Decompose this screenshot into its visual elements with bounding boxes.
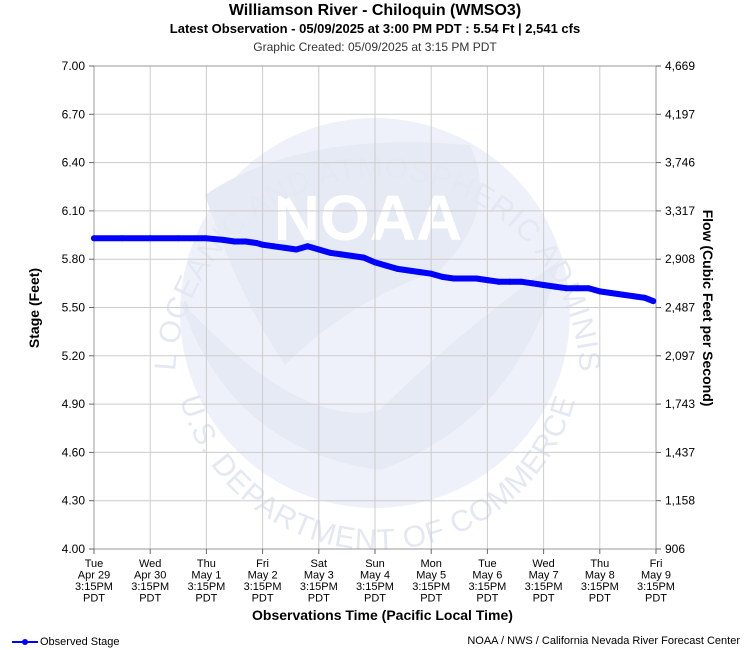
y-tick-label: 6.40 (62, 156, 86, 170)
data-point (619, 291, 626, 298)
x-tick-label: Mon May 5 3:15PM PDT (412, 558, 450, 605)
grid (93, 65, 657, 550)
y-axis-ticks: 7.00 6.70 6.40 6.10 5.80 5.50 5.20 4.90 4.60 4.30… (62, 59, 94, 556)
y-tick-label: 6.70 (62, 107, 86, 121)
data-point (630, 293, 637, 300)
y-tick-label: 4.30 (62, 494, 86, 508)
y2-tick-label: 906 (665, 542, 685, 556)
data-point (327, 249, 333, 256)
data-point (203, 235, 210, 242)
y-tick-label: 4.60 (62, 445, 86, 459)
data-point (242, 238, 249, 245)
data-point (574, 285, 581, 292)
data-point (175, 235, 182, 242)
data-point (293, 246, 300, 253)
legend-label-observed-stage: Observed Stage (40, 636, 120, 648)
y2-tick-label: 4,669 (665, 59, 695, 73)
data-point (551, 283, 558, 290)
data-point (585, 285, 592, 292)
y-tick-label: 5.50 (62, 301, 86, 315)
y2-tick-label: 2,097 (665, 349, 695, 363)
x-tick-label: Tue Apr 29 3:15PM PDT (75, 558, 113, 605)
data-point (473, 275, 480, 282)
data-point (450, 275, 457, 282)
y2-tick-label: 1,437 (665, 445, 695, 459)
data-point (540, 282, 547, 288)
data-point (259, 241, 266, 248)
data-point (394, 265, 401, 272)
data-point (439, 273, 446, 280)
data-point (338, 251, 345, 258)
data-point (372, 259, 378, 266)
x-tick-label: Tue May 6 3:15PM PDT (468, 558, 506, 605)
x-tick-label: Sat May 3 3:15PM PDT (300, 558, 338, 605)
data-point (506, 278, 513, 285)
x-axis-label: Observations Time (Pacific Local Time) (252, 607, 513, 623)
data-point (304, 243, 311, 250)
x-tick-label: Fri May 2 3:15PM PDT (244, 558, 282, 605)
y-tick-label: 7.00 (62, 59, 86, 73)
legend: Observed Stage (12, 636, 120, 648)
x-tick-label: Wed Apr 30 3:15PM PDT (131, 558, 169, 605)
data-point (495, 278, 502, 285)
data-point (484, 277, 491, 284)
y2-axis-label: Flow (Cubic Feet per Second) (700, 210, 716, 407)
data-point (405, 267, 412, 274)
data-point (254, 240, 260, 247)
y2-tick-label: 3,317 (665, 204, 695, 218)
y-tick-label: 4.00 (62, 542, 86, 556)
data-point (608, 290, 614, 296)
data-point (383, 262, 390, 269)
data-point (270, 243, 277, 250)
x-axis-ticks: Tue Apr 29 3:15PM PDT Wed Apr 30 3:15PM PDT Thu M… (75, 549, 675, 605)
data-point (147, 235, 154, 242)
legend-swatch (12, 639, 38, 645)
y-axis-label: Stage (Feet) (26, 268, 42, 348)
y-tick-label: 5.80 (62, 252, 86, 266)
y-tick-label: 4.90 (62, 397, 86, 411)
x-tick-label: Sun May 4 3:15PM PDT (356, 558, 394, 605)
x-tick-label: Wed May 7 3:15PM PDT (525, 558, 563, 605)
x-tick-label: Thu May 1 3:15PM PDT (187, 558, 225, 605)
y-tick-label: 5.20 (62, 349, 86, 363)
y2-tick-label: 2,908 (665, 252, 695, 266)
y2-tick-label: 2,487 (665, 301, 695, 315)
y2-tick-label: 1,743 (665, 397, 695, 411)
data-point (315, 246, 322, 253)
noaa-watermark: NOAA NATIONAL OCEANIC AND ATMOSPHERIC AD… (0, 0, 605, 557)
created-caption: Graphic Created: 05/09/2025 at 3:15 PM P… (253, 40, 497, 54)
y2-tick-label: 1,158 (665, 494, 695, 508)
x-tick-label: Thu May 8 3:15PM PDT (581, 558, 619, 605)
y2-tick-label: 3,746 (665, 156, 695, 170)
data-point (119, 235, 126, 242)
data-point (563, 285, 570, 292)
data-point (641, 294, 648, 301)
x-tick-label: Fri May 9 3:15PM PDT (637, 558, 675, 605)
data-point (91, 235, 97, 242)
data-point (349, 253, 356, 259)
y2-tick-label: 4,197 (665, 107, 695, 121)
data-point (596, 288, 603, 295)
watermark-wave-shape (180, 260, 560, 470)
chart-subtitle: Latest Observation - 05/09/2025 at 3:00 … (169, 21, 581, 36)
y-tick-label: 6.10 (62, 204, 86, 218)
data-point (461, 275, 468, 282)
data-point (360, 254, 367, 261)
data-point (231, 238, 238, 245)
data-point (428, 270, 435, 277)
data-point (529, 280, 536, 287)
credit-text: NOAA / NWS / California Nevada River For… (467, 635, 740, 647)
chart-title: Williamson River - Chiloquin (WMSO3) (228, 2, 522, 19)
series-layer (91, 235, 657, 305)
data-point (518, 278, 525, 285)
data-point (220, 236, 227, 243)
data-point (417, 269, 423, 276)
data-point (282, 244, 289, 251)
y2-axis-ticks: 4,669 4,197 3,746 3,317 2,908 2,487 2,097 1,743… (656, 59, 695, 556)
data-point (650, 298, 657, 305)
